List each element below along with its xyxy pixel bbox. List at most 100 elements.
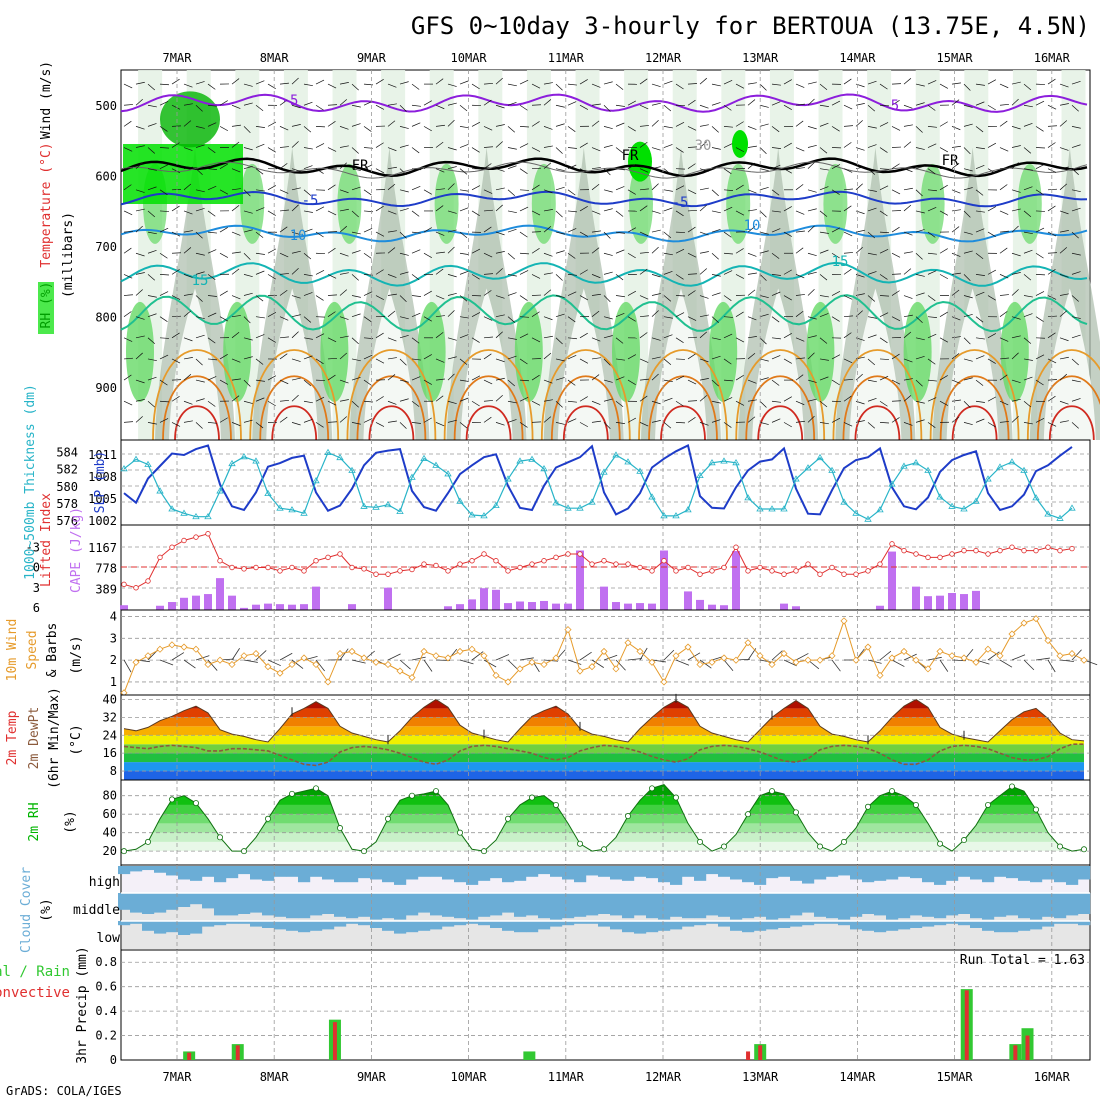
wind-marker (1056, 652, 1064, 660)
wind-barb (171, 396, 180, 402)
wind-barb (363, 316, 372, 323)
wind-marker (300, 654, 308, 662)
wind-barb (255, 650, 267, 661)
wind-barb (639, 205, 648, 212)
wind-barb (1011, 316, 1021, 320)
wind-barb (507, 355, 517, 360)
wind-barb (555, 231, 565, 235)
wind-barb (459, 334, 469, 339)
wind-barb (339, 82, 349, 85)
wind-barb (447, 274, 457, 278)
wind-barb (771, 418, 781, 423)
wind-barb (243, 165, 253, 170)
wind-barb (339, 225, 348, 233)
wind-barb (231, 648, 240, 661)
cloud-cell (586, 893, 599, 916)
wind-barb (279, 163, 288, 169)
rh-tick: 60 (103, 807, 117, 821)
cloud-cell (514, 893, 527, 917)
temp-band (124, 744, 1084, 754)
wind-barb (207, 185, 217, 191)
cloud-cell (574, 866, 587, 883)
wind-barb (435, 422, 445, 427)
wind-barb (663, 126, 673, 129)
wind-barb (159, 252, 168, 259)
wind-barb (507, 316, 516, 323)
rh-legend-swatch (38, 282, 54, 334)
run-total-label: Run Total = 1.63 (960, 953, 1085, 968)
wind-barb (435, 295, 445, 300)
wind-barb (663, 379, 673, 383)
wind-barb (591, 230, 601, 233)
wind-barb (183, 210, 193, 215)
wind-marker (624, 639, 632, 647)
warm-isotherm (735, 349, 826, 441)
cloud-cell (502, 921, 515, 931)
wind-barb (807, 162, 815, 169)
wind-barb (531, 337, 541, 343)
wind-marker (540, 660, 548, 669)
wind-barb (411, 249, 421, 254)
wind-barb (135, 162, 143, 169)
cloud-cell (826, 893, 839, 919)
wind-barb (507, 419, 517, 423)
cape-bar (936, 595, 944, 610)
date-tick-bottom: 15MAR (937, 1070, 974, 1084)
convective-legend-label: Convective (0, 985, 70, 1001)
li-marker (265, 564, 271, 571)
thickness-marker (396, 507, 404, 514)
wind-barb (543, 189, 553, 194)
wind-barb (483, 273, 493, 275)
wind-barb (243, 189, 251, 197)
wind-barb (999, 421, 1009, 423)
wind-barb (951, 272, 961, 275)
cloud-cell (790, 866, 803, 881)
thickness-marker (492, 501, 500, 508)
cape-bar (516, 601, 524, 610)
wind-barb (435, 395, 444, 402)
li-marker (1033, 547, 1039, 554)
wind-barb (987, 269, 997, 275)
cloud-cell (442, 866, 455, 880)
cloud-cell (250, 893, 263, 913)
wind-barb (627, 379, 636, 386)
wind-barb (1011, 225, 1019, 233)
wind-barb (1023, 104, 1033, 108)
wind-barb (831, 189, 840, 195)
wind-barb (171, 142, 180, 148)
warm-isotherm (745, 375, 816, 441)
cloud-cell (898, 866, 911, 877)
wind-barb (123, 83, 133, 89)
rh-marker (961, 837, 968, 844)
cloud-cell (442, 893, 455, 917)
cloud-cell (1030, 893, 1043, 920)
wind-barb (399, 104, 407, 112)
minmax-axis-label: (6hr Min/Max) (47, 687, 62, 789)
wind-barb (867, 104, 876, 112)
li-marker (169, 544, 175, 550)
cape-bar (648, 603, 656, 610)
wind-barb (603, 208, 613, 212)
wind-barb (867, 295, 876, 302)
wind-barb (135, 225, 143, 233)
wind-barb (771, 101, 781, 106)
wind-barb (567, 189, 576, 196)
wind-barb (915, 102, 925, 106)
cloud-cell (598, 921, 611, 927)
thickness-tick: 576 (56, 514, 78, 528)
cloud-cell (1066, 866, 1079, 885)
cloud-cell (346, 866, 359, 883)
cloud-cell (742, 866, 755, 883)
cloud-cell (682, 866, 695, 877)
warm-isotherm (453, 375, 524, 441)
wind-barb (651, 337, 661, 341)
wind-barb (243, 316, 251, 324)
wind-barb (939, 311, 948, 317)
wind-barb (639, 125, 649, 127)
li-marker (529, 561, 535, 567)
wind-barb (687, 146, 698, 148)
cloud-cell (706, 893, 719, 916)
wind-barb (255, 422, 264, 429)
wind-barb (543, 126, 553, 130)
wind-marker (564, 626, 572, 634)
